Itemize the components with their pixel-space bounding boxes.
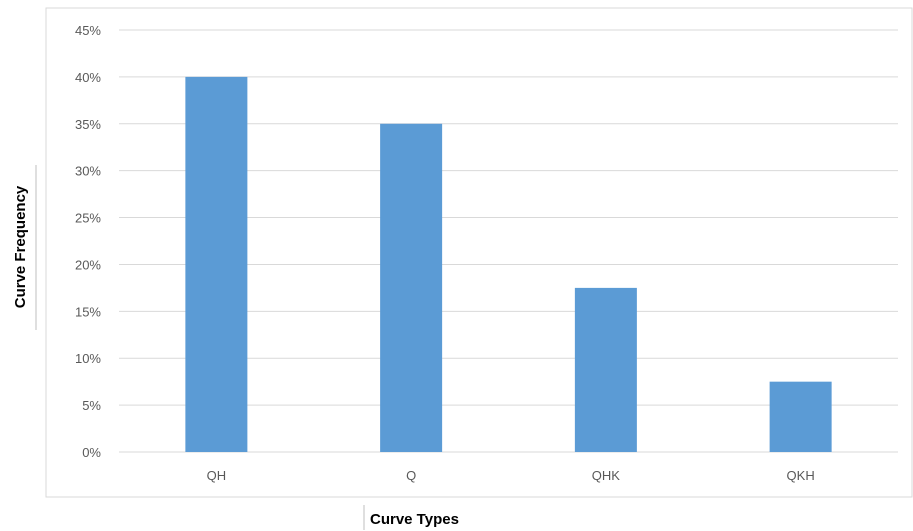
y-tick-label: 40%	[75, 70, 101, 85]
y-tick-label: 30%	[75, 164, 101, 179]
y-axis-title: Curve Frequency	[12, 185, 29, 308]
bar-q	[380, 123, 443, 453]
y-tick-label: 20%	[75, 257, 101, 272]
bar-qkh	[769, 381, 832, 452]
y-tick-label: 10%	[75, 351, 101, 366]
bar-qh	[185, 76, 248, 452]
y-tick-label: 0%	[82, 445, 101, 460]
x-tick-label: QH	[207, 468, 227, 483]
x-axis-tick-labels: QH Q QHK QKH	[207, 468, 815, 483]
gridlines	[119, 29, 898, 453]
x-axis-title: Curve Types	[370, 511, 459, 528]
bars	[185, 76, 832, 453]
y-tick-label: 35%	[75, 117, 101, 132]
y-axis-tick-labels: 0% 5% 10% 15% 20% 25% 30% 35% 40% 45%	[75, 23, 101, 460]
y-tick-label: 45%	[75, 23, 101, 38]
y-tick-label: 15%	[75, 304, 101, 319]
y-tick-label: 5%	[82, 398, 101, 413]
x-tick-label: QKH	[787, 468, 815, 483]
x-tick-label: QHK	[592, 468, 621, 483]
x-tick-label: Q	[406, 468, 416, 483]
bar-qhk	[574, 287, 637, 452]
y-tick-label: 25%	[75, 211, 101, 226]
